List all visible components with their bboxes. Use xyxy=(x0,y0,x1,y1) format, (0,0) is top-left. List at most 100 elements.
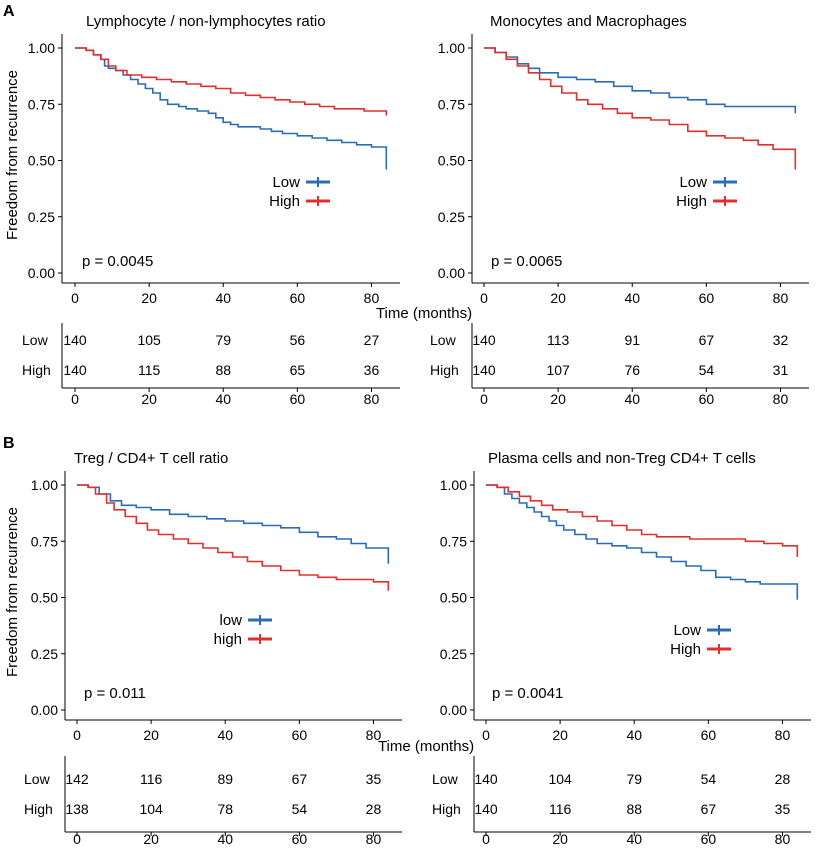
x-axis-label-b: Time (months) xyxy=(378,738,474,755)
risk-count: 56 xyxy=(290,332,306,348)
risk-count: 107 xyxy=(546,362,570,378)
risk-tick-label: 0 xyxy=(482,831,490,847)
risk-count: 67 xyxy=(701,801,717,817)
x-tick-label: 80 xyxy=(366,727,382,743)
risk-count: 89 xyxy=(217,771,233,787)
risk-tick-label: 60 xyxy=(699,391,715,407)
risk-row-label: Low xyxy=(22,332,49,348)
y-tick-label: 0.75 xyxy=(31,533,58,549)
p-value: p = 0.011 xyxy=(84,685,146,702)
legend-label: High xyxy=(670,641,701,658)
legend-label: High xyxy=(269,193,300,210)
x-tick-label: 60 xyxy=(701,727,717,743)
risk-count: 115 xyxy=(138,362,161,378)
chart-panels: Lymphocyte / non-lymphocytes ratio 0.00 0.… xyxy=(22,13,811,847)
x-axis-label-a: Time (months) xyxy=(376,305,472,322)
km-chart-1: Lymphocyte / non-lymphocytes ratio 0.00 0.… xyxy=(22,13,400,407)
km-chart-2: Monocytes and Macrophages 0.00 0.25 0.50 0.7… xyxy=(430,13,809,407)
x-tick-label: 20 xyxy=(550,290,566,306)
risk-row-label: Low xyxy=(430,332,457,348)
risk-count: 35 xyxy=(366,771,382,787)
x-tick-label: 0 xyxy=(482,727,490,743)
risk-count: 54 xyxy=(292,801,308,817)
x-tick-label: 20 xyxy=(143,727,159,743)
y-tick-label: 0.50 xyxy=(28,153,55,169)
p-value: p = 0.0065 xyxy=(491,253,562,270)
risk-count: 78 xyxy=(217,801,233,817)
risk-count: 35 xyxy=(775,801,791,817)
km-chart-4: Plasma cells and non-Treg CD4+ T cells 0.… xyxy=(432,450,811,847)
survival-curve-high xyxy=(486,484,799,557)
p-value: p = 0.0041 xyxy=(492,685,563,702)
survival-curve-high xyxy=(77,484,390,591)
risk-count: 140 xyxy=(63,362,87,378)
risk-tick-label: 60 xyxy=(290,391,306,407)
y-tick-label: 0.75 xyxy=(438,96,465,112)
risk-tick-label: 60 xyxy=(701,831,717,847)
x-tick-label: 40 xyxy=(626,727,642,743)
x-tick-label: 40 xyxy=(217,727,233,743)
chart-title: Plasma cells and non-Treg CD4+ T cells xyxy=(488,450,756,467)
risk-count: 88 xyxy=(215,362,231,378)
risk-count: 140 xyxy=(474,801,498,817)
risk-tick-label: 0 xyxy=(71,391,79,407)
y-tick-label: 0.25 xyxy=(438,209,465,225)
risk-count: 65 xyxy=(290,362,306,378)
risk-count: 54 xyxy=(699,362,715,378)
legend-label: High xyxy=(676,193,707,210)
legend-label: low xyxy=(219,612,242,629)
risk-row-label: Low xyxy=(432,771,459,787)
risk-count: 31 xyxy=(773,362,789,378)
risk-count: 116 xyxy=(140,771,163,787)
x-tick-label: 20 xyxy=(141,290,157,306)
risk-row-label: High xyxy=(430,362,459,378)
survival-curve-low xyxy=(75,47,388,170)
x-tick-label: 60 xyxy=(292,727,308,743)
y-tick-label: 0.25 xyxy=(440,646,467,662)
legend-label: Low xyxy=(272,174,300,191)
x-tick-label: 80 xyxy=(773,290,789,306)
risk-count: 113 xyxy=(547,332,570,348)
risk-count: 28 xyxy=(775,771,791,787)
x-tick-label: 0 xyxy=(480,290,488,306)
risk-count: 36 xyxy=(364,362,380,378)
risk-count: 138 xyxy=(65,801,89,817)
y-tick-label: 0.25 xyxy=(31,646,58,662)
y-tick-label: 0.00 xyxy=(28,265,55,281)
risk-count: 104 xyxy=(139,801,163,817)
risk-count: 67 xyxy=(699,332,715,348)
risk-tick-label: 80 xyxy=(364,391,380,407)
legend-label: Low xyxy=(673,622,701,639)
y-tick-label: 0.75 xyxy=(28,96,55,112)
risk-count: 79 xyxy=(215,332,231,348)
risk-count: 88 xyxy=(626,801,642,817)
y-tick-label: 0.75 xyxy=(440,533,467,549)
risk-tick-label: 80 xyxy=(773,391,789,407)
x-tick-label: 40 xyxy=(215,290,231,306)
x-tick-label: 0 xyxy=(71,290,79,306)
x-tick-label: 60 xyxy=(699,290,715,306)
x-tick-label: 20 xyxy=(552,727,568,743)
survival-curve-low xyxy=(77,484,390,564)
y-tick-label: 1.00 xyxy=(438,40,465,56)
risk-count: 76 xyxy=(624,362,640,378)
risk-tick-label: 40 xyxy=(215,391,231,407)
x-tick-label: 0 xyxy=(73,727,81,743)
x-tick-label: 80 xyxy=(775,727,791,743)
risk-tick-label: 20 xyxy=(552,831,568,847)
x-tick-label: 60 xyxy=(290,290,306,306)
y-tick-label: 1.00 xyxy=(31,477,58,493)
y-tick-label: 0.50 xyxy=(440,590,467,606)
chart-title: Lymphocyte / non-lymphocytes ratio xyxy=(86,13,326,30)
y-axis-label-b: Freedom from recurrence xyxy=(4,507,21,677)
risk-tick-label: 40 xyxy=(624,391,640,407)
legend-label: high xyxy=(214,631,242,648)
risk-count: 116 xyxy=(549,801,572,817)
risk-count: 91 xyxy=(624,332,640,348)
x-tick-label: 80 xyxy=(364,290,380,306)
chart-title: Monocytes and Macrophages xyxy=(490,13,687,30)
risk-count: 140 xyxy=(474,771,498,787)
y-axis-label-a: Freedom from recurrence xyxy=(4,70,21,240)
y-tick-label: 0.25 xyxy=(28,209,55,225)
